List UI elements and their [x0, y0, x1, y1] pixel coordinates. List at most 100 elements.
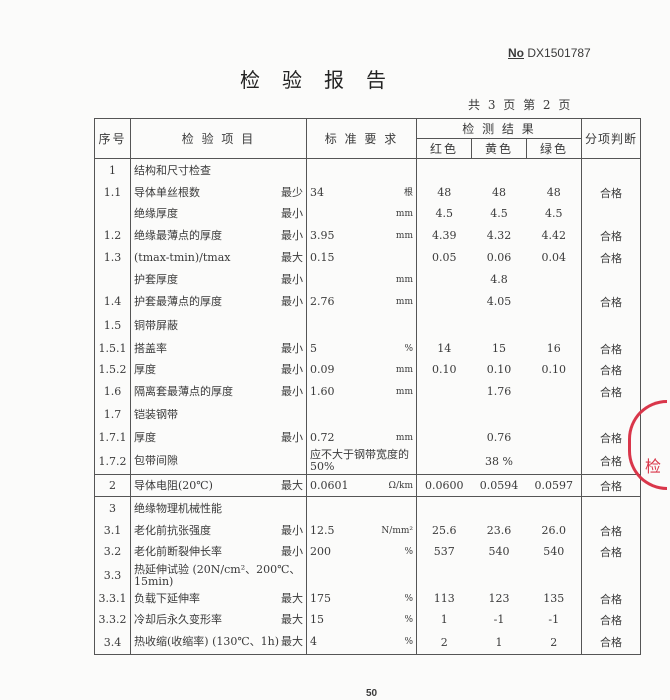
row-yellow: [472, 403, 527, 427]
row-yellow: 4.05: [486, 295, 512, 308]
row-judge: 合格: [581, 520, 642, 541]
stamp-glyph: 检: [645, 457, 662, 476]
row-no: 3.3: [94, 562, 131, 589]
row-green: [527, 381, 582, 403]
row-limit: 最小: [281, 294, 303, 308]
row-no: 1: [94, 158, 131, 183]
row-std-value: 200: [310, 544, 331, 558]
row-std-value: 34: [310, 185, 324, 199]
row-yellow: 0.76: [486, 431, 512, 444]
row-yellow: 4.8: [490, 273, 508, 286]
row-unit: %: [404, 593, 413, 604]
row-green: [526, 496, 582, 521]
table-row: 1.5.1 最小 搭盖率% 5 14 15 16 合格: [94, 338, 642, 359]
row-limit: 最少: [281, 185, 303, 199]
row-no: 1.2: [94, 224, 131, 247]
row-green: [527, 291, 582, 313]
row-std-value: 175: [310, 591, 331, 605]
row-judge: [581, 202, 642, 225]
row-std-value: 应不大于钢带宽度的50%: [310, 448, 409, 474]
row-std-value: 15: [310, 612, 324, 626]
row-judge: 合格: [581, 338, 642, 359]
row-no: 1.7.2: [94, 448, 131, 475]
row-std-value: 2.76: [310, 294, 335, 308]
row-no: 1.3: [94, 246, 131, 269]
col-yellow: 黄色: [471, 138, 527, 159]
row-no: 3.3.2: [94, 608, 131, 631]
row-no: 1.5.1: [94, 338, 131, 359]
row-limit: 最小: [281, 430, 303, 444]
row-green: 0.10: [541, 363, 567, 376]
row-item: 最小 厚度: [131, 359, 307, 381]
row-item-label: 导体电阻(20℃): [134, 478, 213, 492]
row-green: 4.5: [545, 207, 563, 220]
row-red: 2: [416, 630, 472, 655]
row-no: 1.6: [94, 380, 131, 403]
table-row: 最小 护套厚度 mm 4.8: [94, 268, 642, 291]
row-item: 包带间隙: [131, 449, 307, 475]
row-green: [527, 269, 582, 291]
row-std-value: 12.5: [310, 523, 335, 537]
row-no: [94, 202, 131, 225]
row-item: 最小 绝缘最薄点的厚度: [131, 225, 307, 247]
row-std: [306, 402, 417, 427]
row-green: 135: [543, 592, 565, 605]
row-no: 2: [94, 474, 131, 497]
row-no: 3: [94, 496, 131, 521]
row-limit: 最小: [281, 272, 303, 286]
row-std: [306, 158, 417, 183]
row-item-label: 冷却后永久变形率: [134, 612, 222, 626]
row-std: 根 34: [306, 182, 417, 203]
row-std: mm 0.72: [306, 426, 417, 449]
document-number: No DX1501787: [508, 46, 591, 60]
row-std: [306, 562, 417, 589]
row-item: 最小 老化前断裂伸长率: [131, 541, 307, 563]
row-yellow: 123: [488, 592, 510, 605]
row-std: % 5: [306, 338, 417, 359]
row-item: 铜带屏蔽: [131, 313, 307, 339]
row-no: 1.4: [94, 290, 131, 313]
row-yellow: 0.10: [486, 363, 512, 376]
row-green: [527, 449, 582, 475]
row-item-label: 导体单丝根数: [134, 185, 200, 199]
row-judge: 合格: [581, 380, 642, 403]
row-judge: 合格: [581, 474, 642, 497]
row-no: 1.5.2: [94, 358, 131, 381]
row-green: 2: [526, 630, 582, 655]
table-row: 最小 绝缘厚度 mm 4.5 4.5 4.5: [94, 202, 642, 225]
row-no: [94, 268, 131, 291]
row-red: 0.05: [416, 246, 472, 269]
row-limit: 最大: [281, 612, 303, 626]
inspection-table: 序号 检 验 项 目 标 准 要 求 检 测 结 果 分项判断 红色 黄色 绿色…: [94, 118, 642, 655]
row-std-value: 3.95: [310, 228, 335, 242]
row-item-label: 护套厚度: [134, 272, 178, 286]
row-unit: mm: [395, 230, 413, 241]
table-row: 1.5.2 最小 厚度 mm 0.09 0.10 0.10 0.10 合格: [94, 358, 642, 381]
row-std-value: 0.09: [310, 362, 335, 376]
table-row: 3.3.2 最大 冷却后永久变形率% 15 1 -1 -1 合格: [94, 608, 642, 631]
row-std: mm 0.09: [306, 358, 417, 381]
row-no: 3.4: [94, 630, 131, 655]
row-no: 3.3.1: [94, 588, 131, 609]
row-no: 1.7.1: [94, 426, 131, 449]
row-green: [527, 427, 582, 449]
row-red: [416, 380, 472, 403]
table-row: 1.7.1 最小 厚度 mm 0.72 0.76 合格: [94, 426, 642, 449]
row-item-label: 厚度: [134, 430, 156, 444]
row-limit: 最大: [281, 250, 303, 264]
table-row: 3.3.1 最大 负载下延伸率% 175 113 123 135 合格: [94, 588, 642, 609]
row-yellow: 4.5: [490, 207, 508, 220]
row-no: 3.2: [94, 540, 131, 563]
row-red: 1: [416, 608, 472, 631]
row-item: 最大 导体电阻(20℃): [130, 474, 307, 497]
row-std-value: 0.0601: [310, 478, 349, 492]
table-row: 1.5 铜带屏蔽: [94, 312, 642, 339]
row-std: 应不大于钢带宽度的50%: [306, 448, 417, 475]
row-yellow: 38 %: [485, 454, 513, 468]
row-item: 绝缘物理机械性能: [130, 496, 307, 521]
row-yellow: [472, 159, 527, 183]
row-item: 最小 搭盖率: [131, 339, 307, 359]
row-red: [416, 268, 472, 291]
row-judge: [581, 312, 642, 339]
row-green: [527, 159, 582, 183]
